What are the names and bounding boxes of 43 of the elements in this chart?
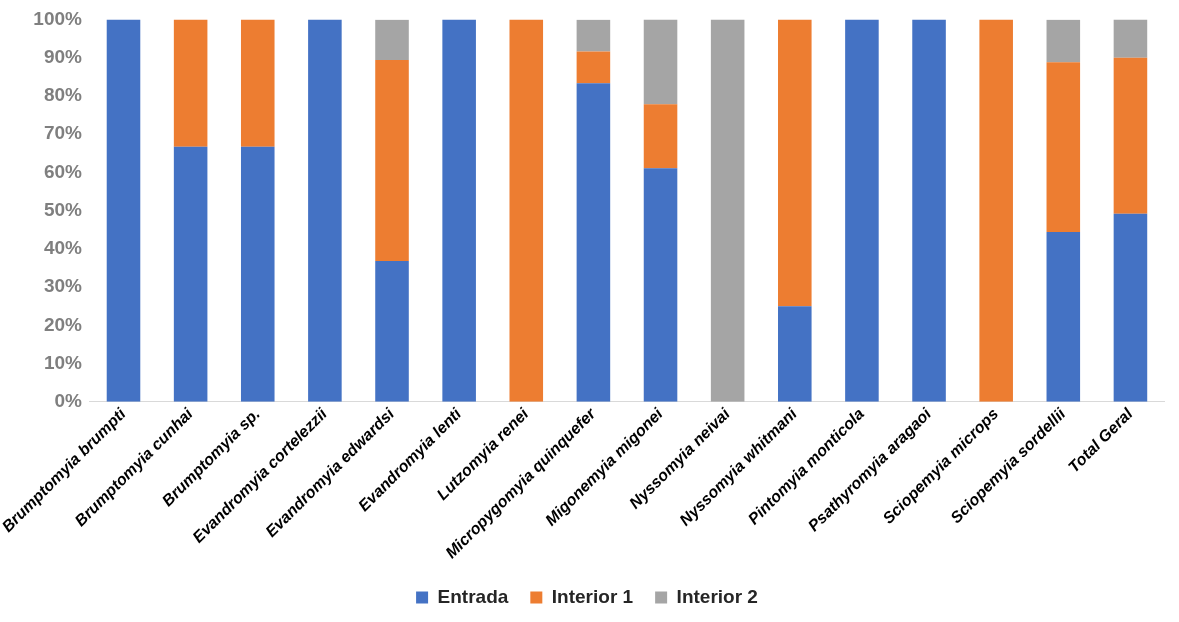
y-tick-label: 30% — [43, 275, 83, 297]
bar — [778, 306, 812, 402]
bar — [106, 19, 141, 402]
bar — [509, 19, 544, 402]
y-tick-label: 10% — [43, 351, 83, 373]
bar — [778, 19, 812, 307]
bar — [643, 19, 678, 105]
bar — [173, 19, 208, 147]
bar — [576, 51, 611, 84]
y-tick-label: 50% — [43, 198, 83, 220]
y-tick-label: 80% — [43, 84, 83, 106]
y-tick-label: 60% — [43, 160, 83, 182]
y-tick-label: 20% — [43, 313, 83, 335]
legend-label: Interior 1 — [551, 585, 634, 607]
bar — [1046, 19, 1081, 63]
bar — [912, 19, 946, 402]
bar — [845, 19, 879, 402]
bar — [1046, 62, 1081, 233]
bar — [1113, 213, 1148, 402]
bar — [1046, 232, 1081, 402]
bar — [979, 19, 1013, 402]
bar — [710, 19, 745, 402]
bar — [375, 59, 409, 262]
bar — [308, 19, 342, 402]
bar — [576, 83, 611, 402]
y-tick-label: 0% — [54, 390, 83, 412]
bar — [173, 146, 208, 402]
bar — [442, 19, 476, 402]
bar — [375, 19, 409, 60]
bar — [576, 19, 611, 52]
legend-label: Entrada — [437, 585, 509, 607]
bar — [643, 104, 678, 169]
y-tick-label: 90% — [43, 45, 83, 67]
y-tick-label: 40% — [43, 237, 83, 259]
bar — [375, 261, 409, 402]
bar — [240, 19, 275, 147]
bar — [240, 146, 275, 402]
y-tick-label: 100% — [33, 7, 83, 29]
bar — [1113, 57, 1148, 214]
y-tick-label: 70% — [43, 122, 83, 144]
bar — [1113, 19, 1148, 58]
legend-label: Interior 2 — [676, 585, 758, 607]
bar — [643, 168, 678, 402]
